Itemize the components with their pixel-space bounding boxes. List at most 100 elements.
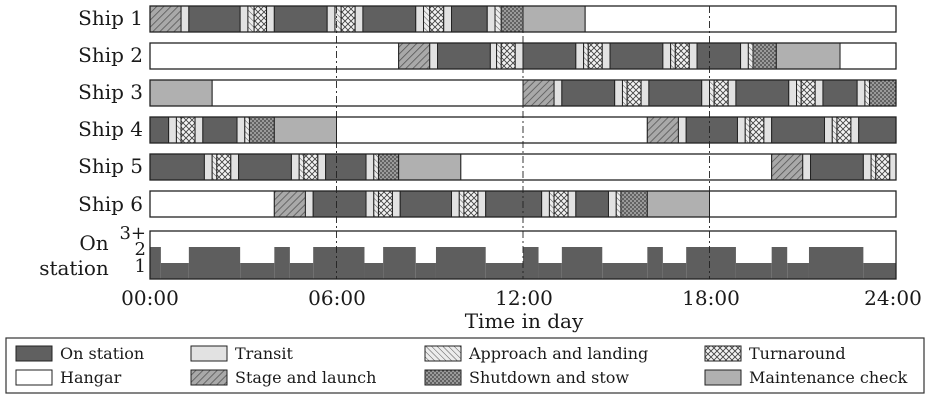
- task-bar-stage-launch: [522, 79, 555, 107]
- on-station-step: [771, 247, 788, 279]
- x-axis-title: Time in day: [465, 309, 584, 333]
- task-bar-turnaround: [800, 79, 816, 107]
- task-bar-transit: [553, 79, 563, 107]
- task-bar-on-station: [437, 42, 491, 70]
- task-bar-on-station: [399, 190, 453, 218]
- task-bar-turnaround: [749, 116, 765, 144]
- on-station-step: [485, 263, 523, 279]
- task-bar-approach-landing: [211, 153, 218, 181]
- task-bar-on-station: [273, 5, 328, 33]
- task-bar-on-station: [696, 42, 742, 70]
- task-bar-turnaround: [587, 42, 603, 70]
- task-bar-shutdown-stow: [869, 79, 897, 107]
- task-bar-transit: [736, 116, 746, 144]
- task-bar-stage-launch: [771, 153, 804, 181]
- legend-swatch-hangar: [15, 369, 53, 386]
- task-bar-shutdown-stow: [248, 116, 275, 144]
- task-bar-hangar: [709, 190, 897, 218]
- on-station-label-line1: On: [79, 231, 108, 255]
- task-bar-turnaround: [875, 153, 891, 181]
- task-bar-transit: [290, 153, 300, 181]
- task-bar-turnaround: [626, 79, 642, 107]
- task-bar-transit: [514, 42, 524, 70]
- task-bar-transit: [365, 153, 375, 181]
- task-bar-approach-landing: [458, 190, 465, 218]
- task-bar-approach-landing: [747, 42, 754, 70]
- task-bar-stage-launch: [398, 42, 431, 70]
- task-bar-transit: [180, 5, 190, 33]
- task-bar-approach-landing: [247, 5, 255, 33]
- task-bar-transit: [740, 42, 749, 70]
- task-bar-on-station: [325, 153, 367, 181]
- task-bar-transit: [168, 116, 177, 144]
- task-bar-approach-landing: [548, 190, 555, 218]
- task-bar-turnaround: [674, 42, 690, 70]
- task-bar-on-station: [238, 153, 292, 181]
- task-bar-transit: [727, 79, 737, 107]
- task-bar-maintenance: [149, 79, 213, 107]
- task-bar-stage-launch: [646, 116, 679, 144]
- legend-label: Shutdown and stow: [469, 368, 629, 387]
- on-station-step: [538, 263, 562, 279]
- task-bar-on-station: [822, 79, 858, 107]
- task-bar-shutdown-stow: [377, 153, 400, 181]
- task-bar-on-station: [202, 116, 238, 144]
- ship-row: [149, 79, 897, 107]
- task-bar-approach-landing: [244, 116, 250, 144]
- task-bar-transit: [856, 79, 866, 107]
- on-station-panel: [149, 230, 897, 280]
- row-frame: [149, 153, 897, 181]
- on-station-step: [808, 247, 864, 279]
- task-bar-shutdown-stow: [500, 5, 524, 33]
- task-bar-transit: [788, 79, 798, 107]
- task-bar-approach-landing: [583, 42, 589, 70]
- legend-swatch-maintenance: [704, 369, 742, 386]
- task-bar-approach-landing: [175, 116, 182, 144]
- legend-label: Stage and launch: [235, 368, 376, 387]
- task-bar-turnaround: [340, 5, 356, 33]
- x-tick-label: 06:00: [308, 286, 366, 310]
- task-bar-on-station: [188, 5, 241, 33]
- task-bar-approach-landing: [298, 153, 305, 181]
- task-bar-on-station: [858, 116, 897, 144]
- task-bar-turnaround: [216, 153, 232, 181]
- legend-swatch-transit: [190, 345, 228, 362]
- task-bar-on-station: [362, 5, 417, 33]
- task-bar-turnaround: [553, 190, 569, 218]
- on-station-step: [735, 263, 772, 279]
- task-bar-transit: [802, 153, 812, 181]
- task-bar-turnaround: [429, 5, 445, 33]
- on-station-step: [561, 247, 603, 279]
- task-bar-approach-landing: [870, 153, 877, 181]
- task-bar-approach-landing: [831, 116, 838, 144]
- ship-row: [149, 190, 897, 218]
- task-bar-transit: [266, 5, 275, 33]
- task-bar-turnaround: [253, 5, 268, 33]
- task-bar-turnaround: [303, 153, 319, 181]
- task-bar-approach-landing: [744, 116, 751, 144]
- task-bar-maintenance: [273, 116, 338, 144]
- task-bar-turnaround: [463, 190, 479, 218]
- task-bar-approach-landing: [494, 5, 502, 33]
- task-bar-shutdown-stow: [620, 190, 648, 218]
- ship-label: Ship 4: [78, 117, 143, 141]
- on-station-step: [523, 247, 539, 279]
- task-bar-hangar: [211, 79, 524, 107]
- on-station-step: [188, 247, 241, 279]
- task-bar-stage-launch: [149, 5, 182, 33]
- task-bar-approach-landing: [864, 79, 871, 107]
- task-bar-hangar: [460, 153, 773, 181]
- task-bar-approach-landing: [621, 79, 628, 107]
- task-bar-on-station: [149, 153, 205, 181]
- on-station-tick-2: 2: [135, 239, 146, 260]
- x-tick-label: 18:00: [682, 286, 740, 310]
- task-bar-hangar: [149, 42, 400, 70]
- task-bar-transit: [236, 116, 246, 144]
- task-bar-maintenance: [522, 5, 586, 33]
- task-bar-transit: [304, 190, 314, 218]
- x-tick-label: 12:00: [495, 286, 553, 310]
- y-axis-labels: Ship 1 Ship 2 Ship 3 Ship 4 Ship 5 Ship …: [39, 6, 146, 280]
- legend-label: Transit: [235, 344, 293, 363]
- task-bar-approach-landing: [373, 190, 379, 218]
